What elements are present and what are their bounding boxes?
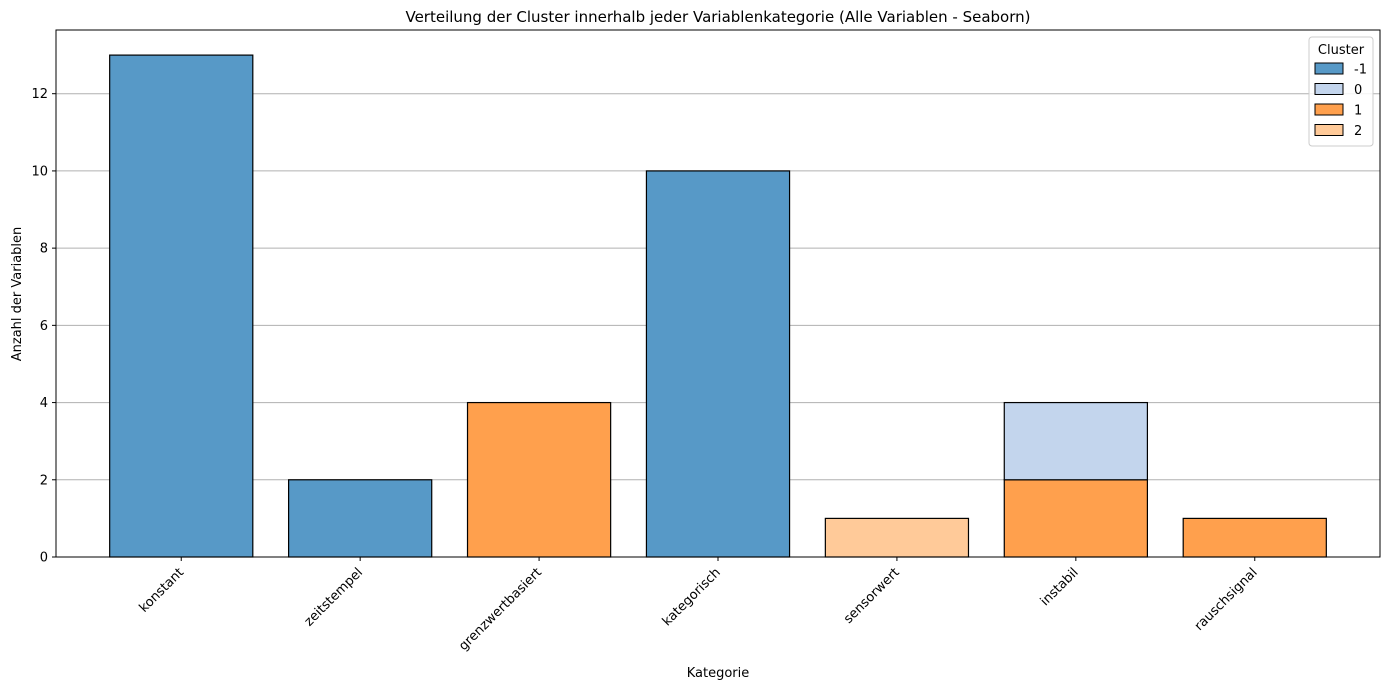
bar-kategorisch-cluster--1 bbox=[645, 170, 791, 558]
legend-swatch bbox=[1314, 103, 1344, 116]
y-tick-label: 0 bbox=[40, 551, 48, 566]
y-tick-label: 8 bbox=[40, 242, 48, 257]
legend-items: -1 0 1 2 bbox=[1314, 62, 1367, 139]
legend-swatch bbox=[1314, 62, 1344, 75]
legend-swatch bbox=[1314, 124, 1344, 136]
bar-instabil-cluster-0 bbox=[1003, 401, 1149, 481]
legend-label: -1 bbox=[1354, 63, 1367, 78]
legend-item-cluster-0: 0 bbox=[1314, 83, 1362, 98]
bar-konstant-cluster--1 bbox=[109, 54, 254, 558]
legend-label: 1 bbox=[1354, 104, 1362, 119]
y-axis-ticks: 0 2 4 6 8 10 12 bbox=[31, 87, 56, 566]
legend-title: Cluster bbox=[1318, 43, 1365, 58]
bar-grenzwertbasiert-cluster-1 bbox=[466, 401, 612, 558]
legend-item-cluster-1: 1 bbox=[1314, 103, 1362, 119]
x-axis-ticks: konstant zeitstempel grenzwertbasiert kateg… bbox=[137, 557, 1261, 654]
legend-swatch bbox=[1314, 83, 1344, 95]
legend-label: 0 bbox=[1354, 83, 1362, 98]
bar-sensorwert-cluster-2 bbox=[824, 517, 970, 558]
x-tick-label: zeitstempel bbox=[302, 565, 366, 629]
x-tick-label: rauschsignal bbox=[1192, 565, 1261, 634]
y-tick-label: 6 bbox=[40, 319, 48, 334]
x-tick-label: sensorwert bbox=[841, 565, 903, 627]
x-tick-label: konstant bbox=[137, 565, 188, 616]
y-tick-label: 4 bbox=[40, 396, 48, 411]
legend-item-cluster-2: 2 bbox=[1314, 124, 1362, 139]
legend: Cluster -1 0 1 2 bbox=[1308, 36, 1374, 147]
legend-item-cluster--1: -1 bbox=[1314, 62, 1367, 78]
y-tick-label: 2 bbox=[40, 473, 48, 488]
y-axis-label: Anzahl der Variablen bbox=[10, 227, 25, 362]
bar-rauschsignal-cluster-1 bbox=[1182, 517, 1327, 558]
y-tick-label: 10 bbox=[31, 164, 48, 179]
x-tick-label: kategorisch bbox=[660, 565, 724, 629]
y-tick-label: 12 bbox=[31, 87, 48, 102]
bar-instabil-cluster-1 bbox=[1003, 479, 1149, 558]
bar-zeitstempel-cluster--1 bbox=[287, 479, 433, 558]
x-tick-label: instabil bbox=[1038, 565, 1082, 609]
bars bbox=[109, 54, 1327, 558]
legend-label: 2 bbox=[1354, 124, 1362, 139]
x-axis-label: Kategorie bbox=[687, 666, 750, 681]
x-tick-label: grenzwertbasiert bbox=[456, 565, 545, 654]
chart-title: Verteilung der Cluster innerhalb jeder V… bbox=[405, 8, 1030, 26]
